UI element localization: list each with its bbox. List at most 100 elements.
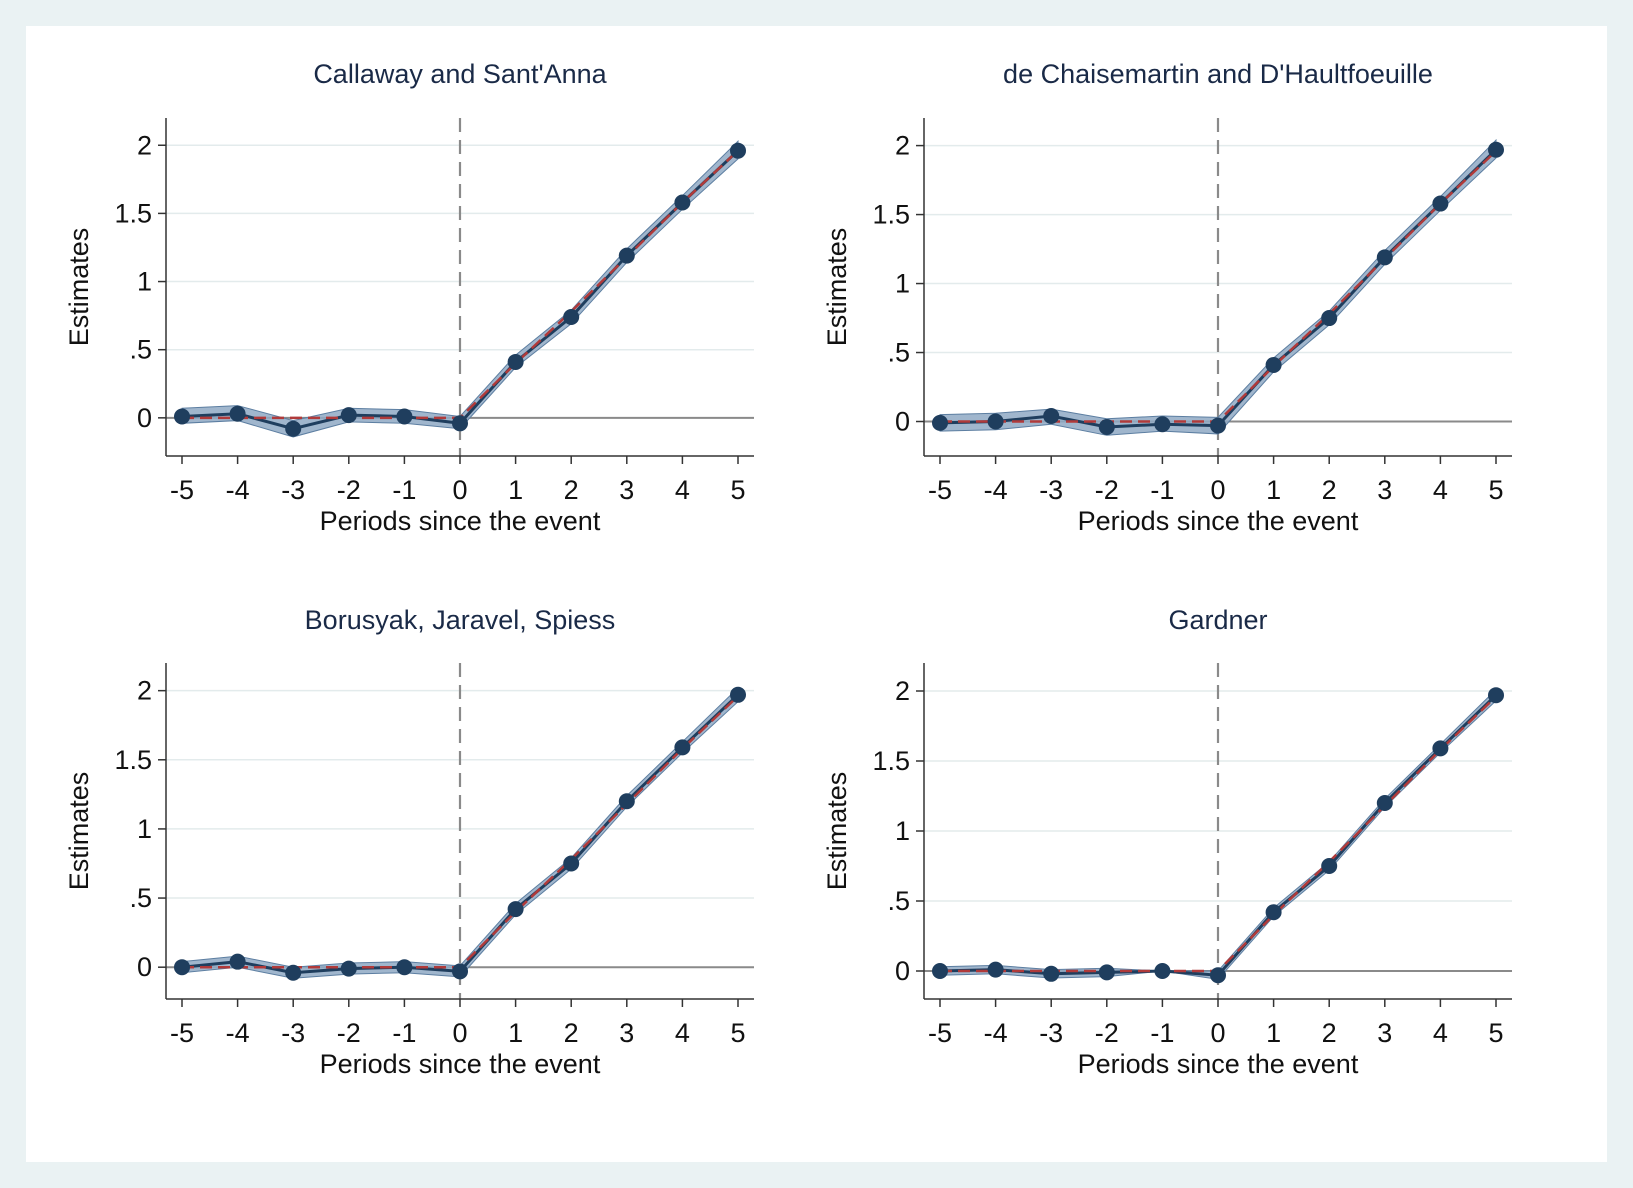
- estimate-point: [1154, 963, 1171, 979]
- panel-title: Gardner: [1168, 605, 1267, 635]
- y-tick-label: .5: [129, 335, 152, 365]
- panel-title: Callaway and Sant'Anna: [313, 59, 607, 89]
- estimate-point: [1210, 967, 1226, 984]
- chart-panel-4: Gardner 0 .5 1 1.5 2 -5 -4 -3 -2 -1 0 1 2 3 4 5 Periods s…: [822, 605, 1512, 1079]
- x-tick-label: -1: [1150, 475, 1174, 505]
- estimate-point: [987, 413, 1004, 430]
- estimate-point: [1098, 419, 1115, 436]
- estimate-point: [1432, 195, 1449, 212]
- estimate-point: [730, 686, 746, 703]
- y-tick-label: .5: [887, 886, 910, 916]
- estimate-point: [1321, 858, 1338, 874]
- y-axis-title: Estimates: [822, 772, 852, 891]
- estimate-point: [229, 953, 246, 970]
- y-tick-label: 1: [895, 816, 910, 846]
- estimate-point: [1376, 795, 1393, 811]
- estimate-point: [1265, 904, 1282, 921]
- x-tick-label: 2: [564, 1018, 579, 1048]
- estimate-point: [563, 308, 580, 325]
- x-tick-label: -1: [1150, 1018, 1174, 1048]
- estimate-point: [1488, 687, 1504, 704]
- y-tick-label: 2: [895, 676, 910, 706]
- estimate-point: [285, 964, 302, 981]
- x-tick-label: 4: [675, 1018, 690, 1048]
- y-tick-label: 1.5: [872, 746, 910, 776]
- x-tick-label: 0: [1210, 1018, 1225, 1048]
- chart-panel-2: de Chaisemartin and D'Haultfoeuille 0 .5 1 1…: [822, 59, 1512, 536]
- panel-title: Borusyak, Jaravel, Spiess: [305, 605, 616, 635]
- y-tick-label: 2: [895, 131, 910, 161]
- y-tick-label: 1: [895, 269, 910, 299]
- x-tick-label: 1: [508, 1018, 523, 1048]
- estimate-point: [987, 961, 1004, 978]
- x-tick-label: -3: [1039, 1018, 1063, 1048]
- y-tick-label: 1.5: [114, 198, 152, 228]
- estimate-point: [285, 420, 302, 437]
- x-axis-title: Periods since the event: [1078, 506, 1359, 536]
- x-axis-title: Periods since the event: [320, 1049, 601, 1079]
- chart-panel-1: Callaway and Sant'Anna 0 .5 1 1.5 2 -5 -4 -3 -2 -1…: [64, 59, 754, 536]
- estimate-point: [1210, 417, 1226, 434]
- estimate-point: [1154, 416, 1171, 433]
- estimate-point: [1098, 964, 1115, 981]
- estimate-point: [452, 963, 468, 980]
- y-tick-label: 0: [137, 952, 152, 982]
- confidence-band: [939, 138, 1497, 436]
- estimate-point: [340, 960, 357, 977]
- estimate-point: [1488, 141, 1504, 158]
- x-tick-label: -2: [337, 1018, 361, 1048]
- estimate-point: [1432, 740, 1449, 757]
- x-tick-label: -4: [226, 475, 250, 505]
- x-axis-title: Periods since the event: [320, 506, 601, 536]
- x-tick-label: 0: [452, 1018, 467, 1048]
- x-tick-label: -3: [1039, 475, 1063, 505]
- x-tick-label: -3: [281, 1018, 305, 1048]
- x-tick-label: 5: [1488, 1018, 1503, 1048]
- x-tick-label: -2: [1095, 1018, 1119, 1048]
- y-tick-label: 0: [895, 407, 910, 437]
- estimate-point: [1043, 407, 1060, 424]
- x-tick-label: -3: [281, 475, 305, 505]
- estimate-point: [1376, 249, 1393, 266]
- x-tick-label: 3: [1377, 1018, 1392, 1048]
- x-tick-label: 5: [1488, 475, 1503, 505]
- y-tick-label: 0: [137, 403, 152, 433]
- x-tick-label: 4: [675, 475, 690, 505]
- x-tick-label: 5: [730, 475, 745, 505]
- x-tick-label: 2: [1322, 475, 1337, 505]
- x-tick-label: 4: [1433, 475, 1448, 505]
- estimate-point: [396, 408, 413, 425]
- x-tick-label: -4: [226, 1018, 250, 1048]
- x-tick-label: -2: [337, 475, 361, 505]
- estimate-point: [507, 353, 524, 370]
- estimate-point: [1043, 965, 1060, 982]
- y-tick-label: .5: [129, 883, 152, 913]
- y-tick-label: 0: [895, 956, 910, 986]
- x-tick-label: 1: [508, 475, 523, 505]
- x-tick-label: 2: [1322, 1018, 1337, 1048]
- estimate-point: [452, 415, 468, 432]
- x-tick-label: -2: [1095, 475, 1119, 505]
- x-tick-label: -5: [928, 475, 952, 505]
- y-axis-title: Estimates: [64, 772, 94, 891]
- y-tick-label: 1: [137, 814, 152, 844]
- x-tick-label: -4: [984, 1018, 1008, 1048]
- x-tick-label: 3: [619, 475, 634, 505]
- y-axis-title: Estimates: [822, 228, 852, 347]
- estimate-point: [674, 194, 691, 211]
- estimate-point: [730, 142, 746, 159]
- estimate-point: [932, 963, 948, 979]
- estimate-point: [1321, 310, 1338, 327]
- x-tick-label: -5: [928, 1018, 952, 1048]
- y-tick-label: 2: [137, 676, 152, 706]
- x-tick-label: 5: [730, 1018, 745, 1048]
- x-tick-label: -5: [170, 475, 194, 505]
- y-axis-title: Estimates: [64, 228, 94, 347]
- x-tick-label: 1: [1266, 1018, 1281, 1048]
- x-tick-label: 0: [452, 475, 467, 505]
- y-tick-label: .5: [887, 338, 910, 368]
- y-tick-label: 2: [137, 130, 152, 160]
- x-tick-label: 4: [1433, 1018, 1448, 1048]
- figure: Callaway and Sant'Anna 0.5 1 1.5 2 -5 -4 -3 -2 -1…: [26, 26, 1607, 1162]
